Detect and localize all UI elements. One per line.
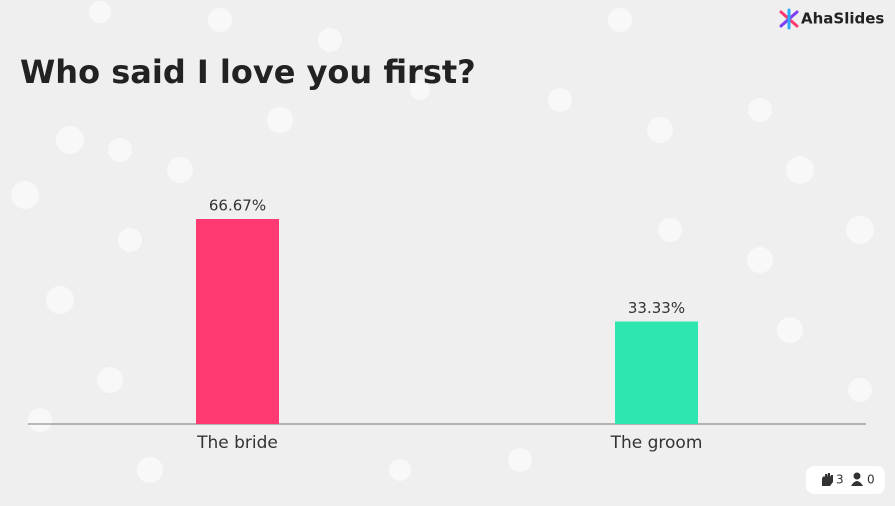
category-label: The bride xyxy=(196,433,278,453)
category-label: The groom xyxy=(610,433,703,453)
person-icon-body xyxy=(851,481,863,486)
heart-decoration xyxy=(11,1,874,483)
bar xyxy=(615,321,698,424)
reaction-count: 3 xyxy=(836,473,844,487)
value-label: 33.33% xyxy=(628,299,685,317)
brand-logo xyxy=(779,8,799,30)
person-icon xyxy=(853,472,861,480)
brand-name: AhaSlides xyxy=(801,10,884,28)
counter-badge xyxy=(806,466,885,494)
value-label: 66.67% xyxy=(209,197,266,215)
chart-title: Who said I love you first? xyxy=(20,53,476,91)
bar xyxy=(196,219,279,424)
participant-count: 0 xyxy=(867,473,875,487)
plot: 66.67% The bride 33.33% The groom xyxy=(196,197,703,453)
hand-icon xyxy=(822,473,833,486)
